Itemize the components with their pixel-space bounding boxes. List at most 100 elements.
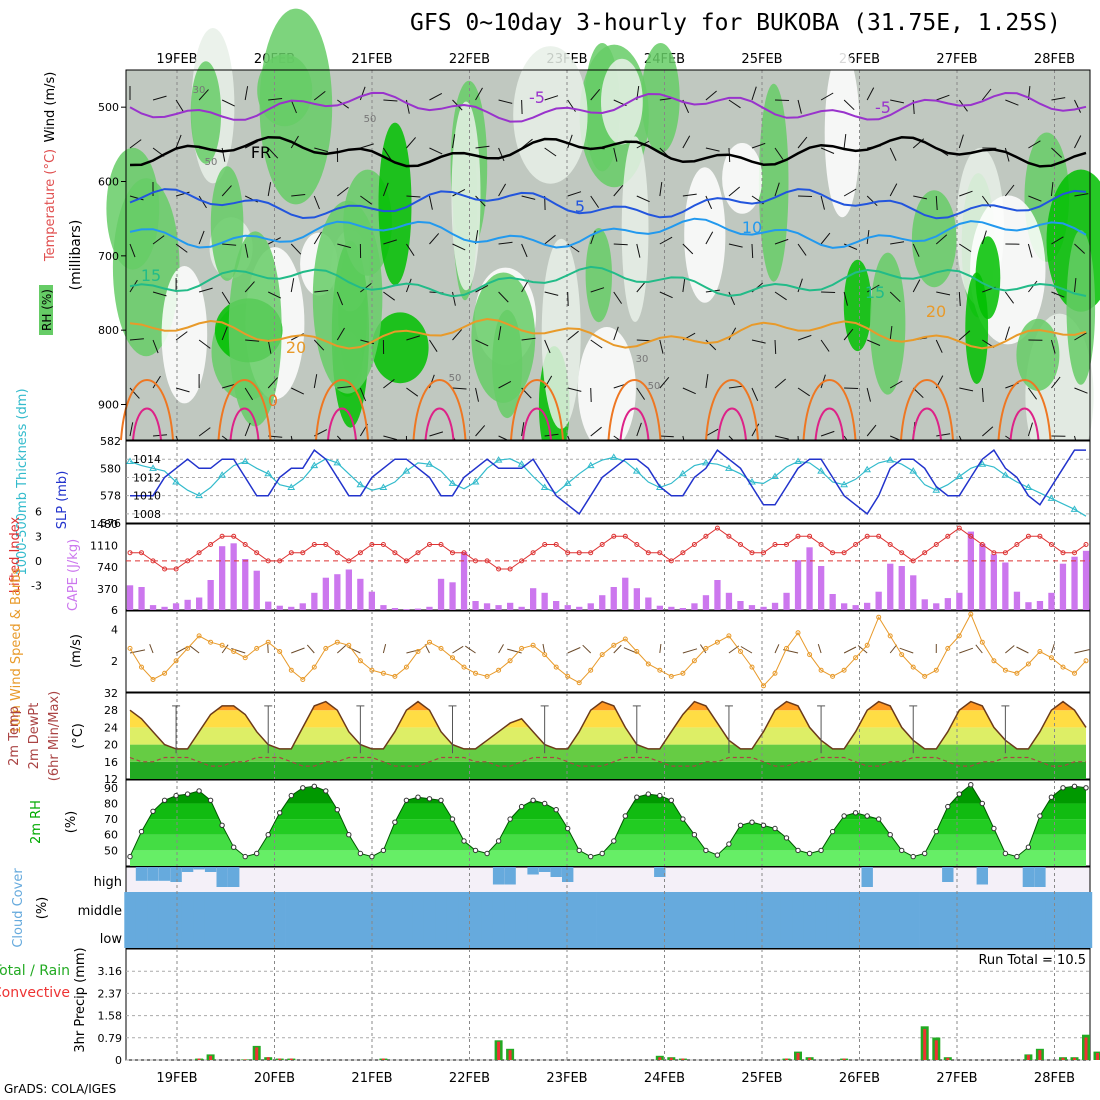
wind-barb [613, 291, 623, 304]
cloud-low-bar [481, 922, 494, 948]
wind-barb [498, 380, 512, 389]
cape-bar [426, 606, 433, 610]
rh2m-point [991, 825, 997, 832]
wind-barb [360, 143, 374, 149]
rh2m-point [945, 803, 951, 810]
wind-barb [798, 195, 813, 197]
wind-barb [912, 243, 920, 257]
thickness-tick-label: 582 [100, 435, 121, 448]
cloud-low-bar [147, 922, 160, 948]
cloud-middle-bar [999, 892, 1012, 922]
rh2m-point [380, 847, 387, 854]
cloud-low-bar [757, 922, 770, 948]
wind10m-point [542, 652, 548, 658]
thickness-tick-label: 578 [100, 490, 121, 503]
wind-barb [1027, 243, 1033, 258]
precip-conv-bar [669, 1057, 673, 1060]
rh2m-point [334, 807, 340, 813]
rh2m-point [922, 850, 928, 857]
rh2m-point [449, 816, 456, 822]
wind-barb [636, 195, 650, 203]
cloud-middle-bar [492, 892, 505, 922]
lifted-point [427, 542, 432, 547]
cloud-low-bar [746, 922, 759, 948]
pressure-tick-label: 900 [98, 399, 119, 412]
wind-barb [521, 422, 525, 437]
wind-barb [567, 330, 579, 341]
lifted-point [680, 550, 686, 556]
wind-barb [475, 387, 479, 402]
cloud-low-bar [700, 922, 713, 948]
rh2m-point [772, 825, 778, 832]
lifted-point [853, 542, 859, 547]
lifted-point [150, 558, 156, 564]
wind10m-barb [498, 644, 504, 654]
wind10m-point [979, 639, 985, 645]
cloud-middle-bar [849, 892, 862, 922]
lifted-point [392, 550, 398, 556]
rh2m-point [737, 822, 744, 828]
thickness-point [494, 456, 503, 463]
wind-barb [889, 380, 903, 389]
cloud-low-bar [999, 922, 1012, 948]
wind10m-barb [1016, 646, 1029, 654]
wind10m-point [703, 645, 709, 651]
wind-barb [1051, 147, 1063, 158]
cape-bar [437, 578, 445, 610]
rh2m-tick-label: 90 [104, 782, 118, 795]
lifted-point [979, 542, 985, 547]
wind-barb [1004, 291, 1015, 304]
rh-contour-fill [585, 228, 612, 323]
wind10m-barb [975, 644, 983, 654]
wind-barb [866, 195, 878, 207]
cape-bar [737, 601, 744, 610]
rh2m-axis-label: 2m RH [29, 800, 44, 844]
isotherm-label: 20 [286, 338, 306, 357]
wind-barb [1051, 291, 1065, 298]
rh2m-tick-label: 60 [104, 829, 118, 842]
wind-barb [590, 287, 605, 293]
cloud-high-bar [492, 867, 505, 885]
rh2m-point [277, 810, 283, 816]
cloud-low-bar [631, 922, 643, 948]
wind-barb [728, 327, 737, 341]
wind-barb [152, 375, 161, 389]
cape-bar [725, 592, 733, 610]
wind-barb [1051, 97, 1066, 101]
cloud-high-bar [181, 867, 194, 872]
cloud-low-bar [527, 922, 540, 948]
rh2m-point [852, 810, 859, 816]
rh2m-point [1002, 850, 1009, 857]
cloud-middle-bar [262, 892, 275, 922]
wind-barb [175, 191, 190, 197]
lifted-point [127, 550, 133, 556]
wind-barb [774, 99, 790, 101]
cloud-middle-bar [469, 892, 482, 922]
cape-bar [794, 560, 802, 610]
date-label-bottom: 27FEB [936, 1071, 977, 1086]
cape-bar [414, 608, 422, 610]
thickness-tick-label: 576 [100, 517, 121, 530]
wind-barb [336, 327, 345, 341]
cape-bar [368, 591, 375, 610]
cloud-low-bar [400, 922, 413, 948]
wind-barb [590, 339, 603, 349]
rh2m-point [829, 828, 836, 835]
cape-bar [495, 605, 502, 610]
cape-bar [184, 599, 191, 610]
wind10m-point [830, 673, 836, 679]
wind-barb [544, 433, 559, 437]
rh2m-point [150, 808, 156, 814]
wind-barb [1074, 387, 1088, 394]
wind-barb [406, 335, 420, 341]
wind-barb [475, 145, 490, 149]
wind10m-point [288, 667, 294, 673]
wind10m-point [853, 655, 859, 661]
cape-bar [507, 602, 514, 610]
wind-barb [659, 339, 664, 354]
rh-contour-fill [621, 136, 649, 322]
surface-isotherm-warm [229, 407, 260, 441]
wind10m-point [1072, 670, 1077, 676]
thickness-point [632, 467, 641, 474]
slp-frame [125, 440, 1091, 524]
